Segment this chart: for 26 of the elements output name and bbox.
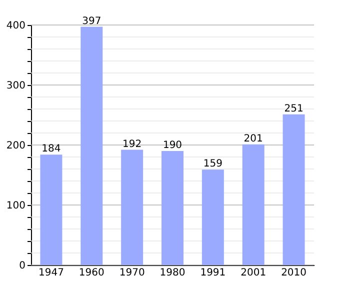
y-tick-label: 300 [6,80,26,92]
data-label: 201 [244,133,263,144]
data-label: 397 [82,16,102,27]
data-label: 192 [122,138,142,150]
x-tick-label: 2001 [240,268,266,278]
x-tick-label: 2010 [281,268,307,278]
x-tick-label: 1991 [200,268,226,278]
x-tick-label: 1947 [38,268,64,278]
bar [242,144,264,265]
y-tick-label: 400 [6,20,26,32]
y-tick-label: 100 [6,200,26,212]
x-tick-label: 1980 [160,268,186,278]
bar [121,150,144,265]
data-label: 184 [42,144,61,155]
data-label: 251 [284,103,304,114]
bar [162,151,184,265]
y-tick-label: 0 [19,260,26,272]
x-tick-label: 1970 [119,268,145,278]
data-label: 159 [203,158,222,170]
bar [202,170,224,265]
bar [80,26,103,265]
y-tick-label: 200 [6,140,26,152]
x-tick-label: 1960 [78,268,104,278]
bar [282,114,305,265]
data-label: 190 [162,140,182,151]
bar [40,154,62,265]
